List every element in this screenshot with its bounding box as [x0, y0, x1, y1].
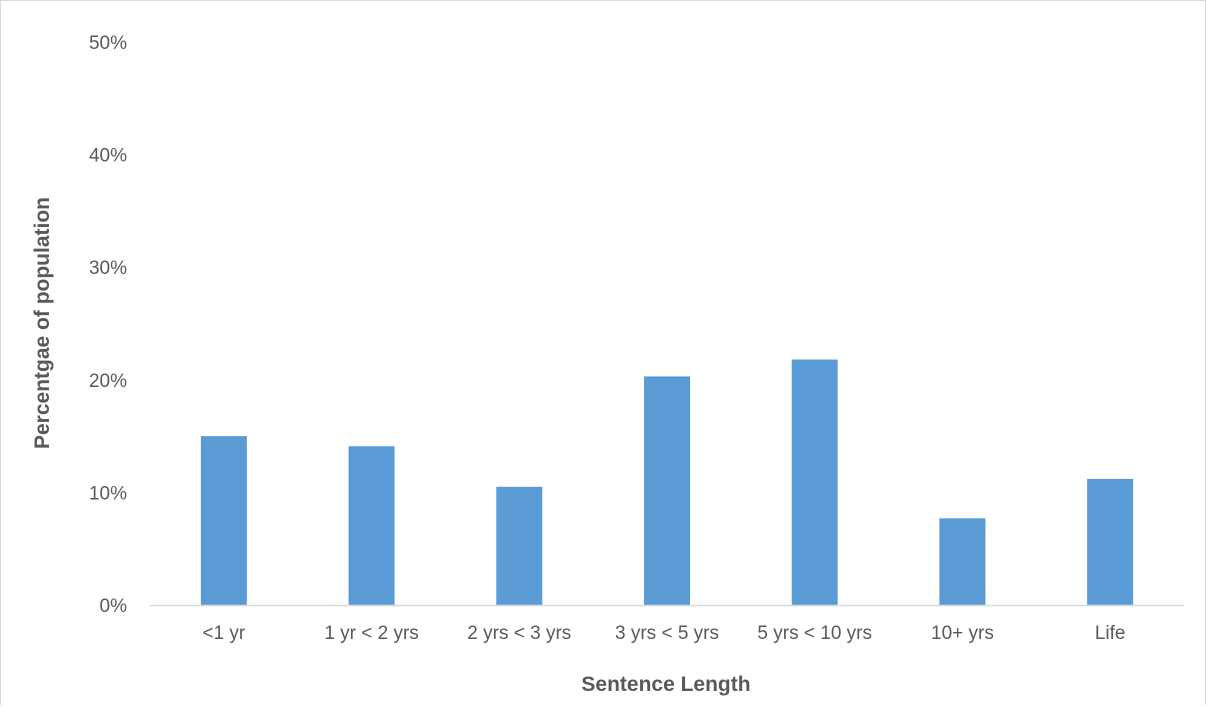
x-tick-label: 10+ yrs — [931, 623, 994, 644]
bars — [200, 359, 1134, 605]
bar — [496, 486, 543, 605]
y-tick-label: 20% — [89, 371, 127, 392]
bar — [939, 518, 986, 605]
x-tick-label: 5 yrs < 10 yrs — [757, 623, 872, 644]
y-tick-label: 10% — [89, 483, 127, 504]
x-axis-ticks: <1 yr 1 yr < 2 yrs 2 yrs < 3 yrs 3 yrs < 5 … — [202, 623, 1125, 644]
y-tick-label: 40% — [89, 146, 127, 167]
bar — [200, 436, 247, 605]
y-tick-label: 50% — [89, 33, 127, 54]
y-tick-label: 30% — [89, 258, 127, 279]
bar — [1087, 478, 1134, 605]
y-axis-ticks: 0% 10% 20% 30% 40% 50% — [89, 33, 127, 617]
x-axis-title: Sentence Length — [581, 673, 750, 696]
x-tick-label: 1 yr < 2 yrs — [324, 623, 419, 644]
bar — [348, 446, 395, 605]
x-tick-label: 3 yrs < 5 yrs — [615, 623, 719, 644]
bar — [644, 376, 690, 605]
y-axis-title: Percentgae of population — [31, 197, 54, 449]
y-tick-label: 0% — [100, 596, 128, 617]
x-tick-label: Life — [1095, 623, 1126, 644]
x-tick-label: 2 yrs < 3 yrs — [467, 623, 571, 644]
bar — [791, 359, 838, 605]
x-tick-label: <1 yr — [202, 623, 245, 644]
